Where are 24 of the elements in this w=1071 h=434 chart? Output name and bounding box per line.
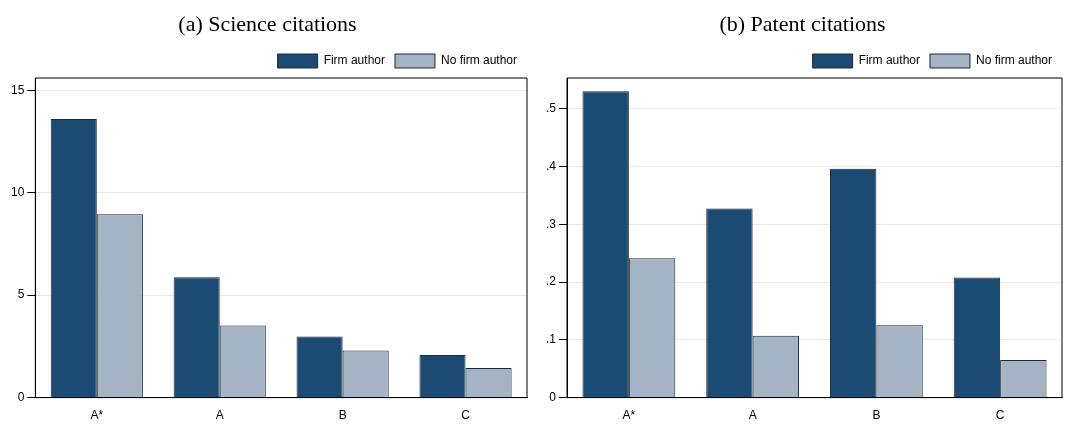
y-tick-label: 5 bbox=[17, 287, 25, 302]
x-tick-label: C bbox=[461, 408, 471, 423]
legend-label: Firm author bbox=[323, 53, 385, 68]
y-tick-label: 0 bbox=[549, 389, 557, 404]
x-tick-label: B bbox=[338, 408, 347, 423]
y-tick-label: 0 bbox=[17, 389, 25, 404]
x-tick-label: B bbox=[872, 408, 881, 423]
x-tick-label: C bbox=[995, 408, 1005, 423]
y-tick-label: .4 bbox=[545, 158, 557, 173]
y-tick-label: .3 bbox=[545, 216, 557, 231]
y-tick-label: 10 bbox=[10, 185, 25, 200]
y-tick-label: .2 bbox=[545, 274, 557, 289]
y-tick-label: .5 bbox=[545, 100, 557, 115]
legend-label: No firm author bbox=[975, 53, 1053, 68]
x-tick-label: A* bbox=[622, 408, 636, 423]
x-tick-label: A* bbox=[90, 408, 104, 423]
chart-title: (a) Science citations bbox=[177, 10, 358, 38]
legend-label: No firm author bbox=[440, 53, 518, 68]
chart-title: (b) Patent citations bbox=[718, 10, 887, 38]
y-tick-label: 15 bbox=[10, 82, 25, 97]
legend-label: Firm author bbox=[858, 53, 920, 68]
x-tick-label: A bbox=[748, 408, 757, 423]
y-tick-label: .1 bbox=[545, 332, 557, 347]
x-tick-label: A bbox=[215, 408, 224, 423]
